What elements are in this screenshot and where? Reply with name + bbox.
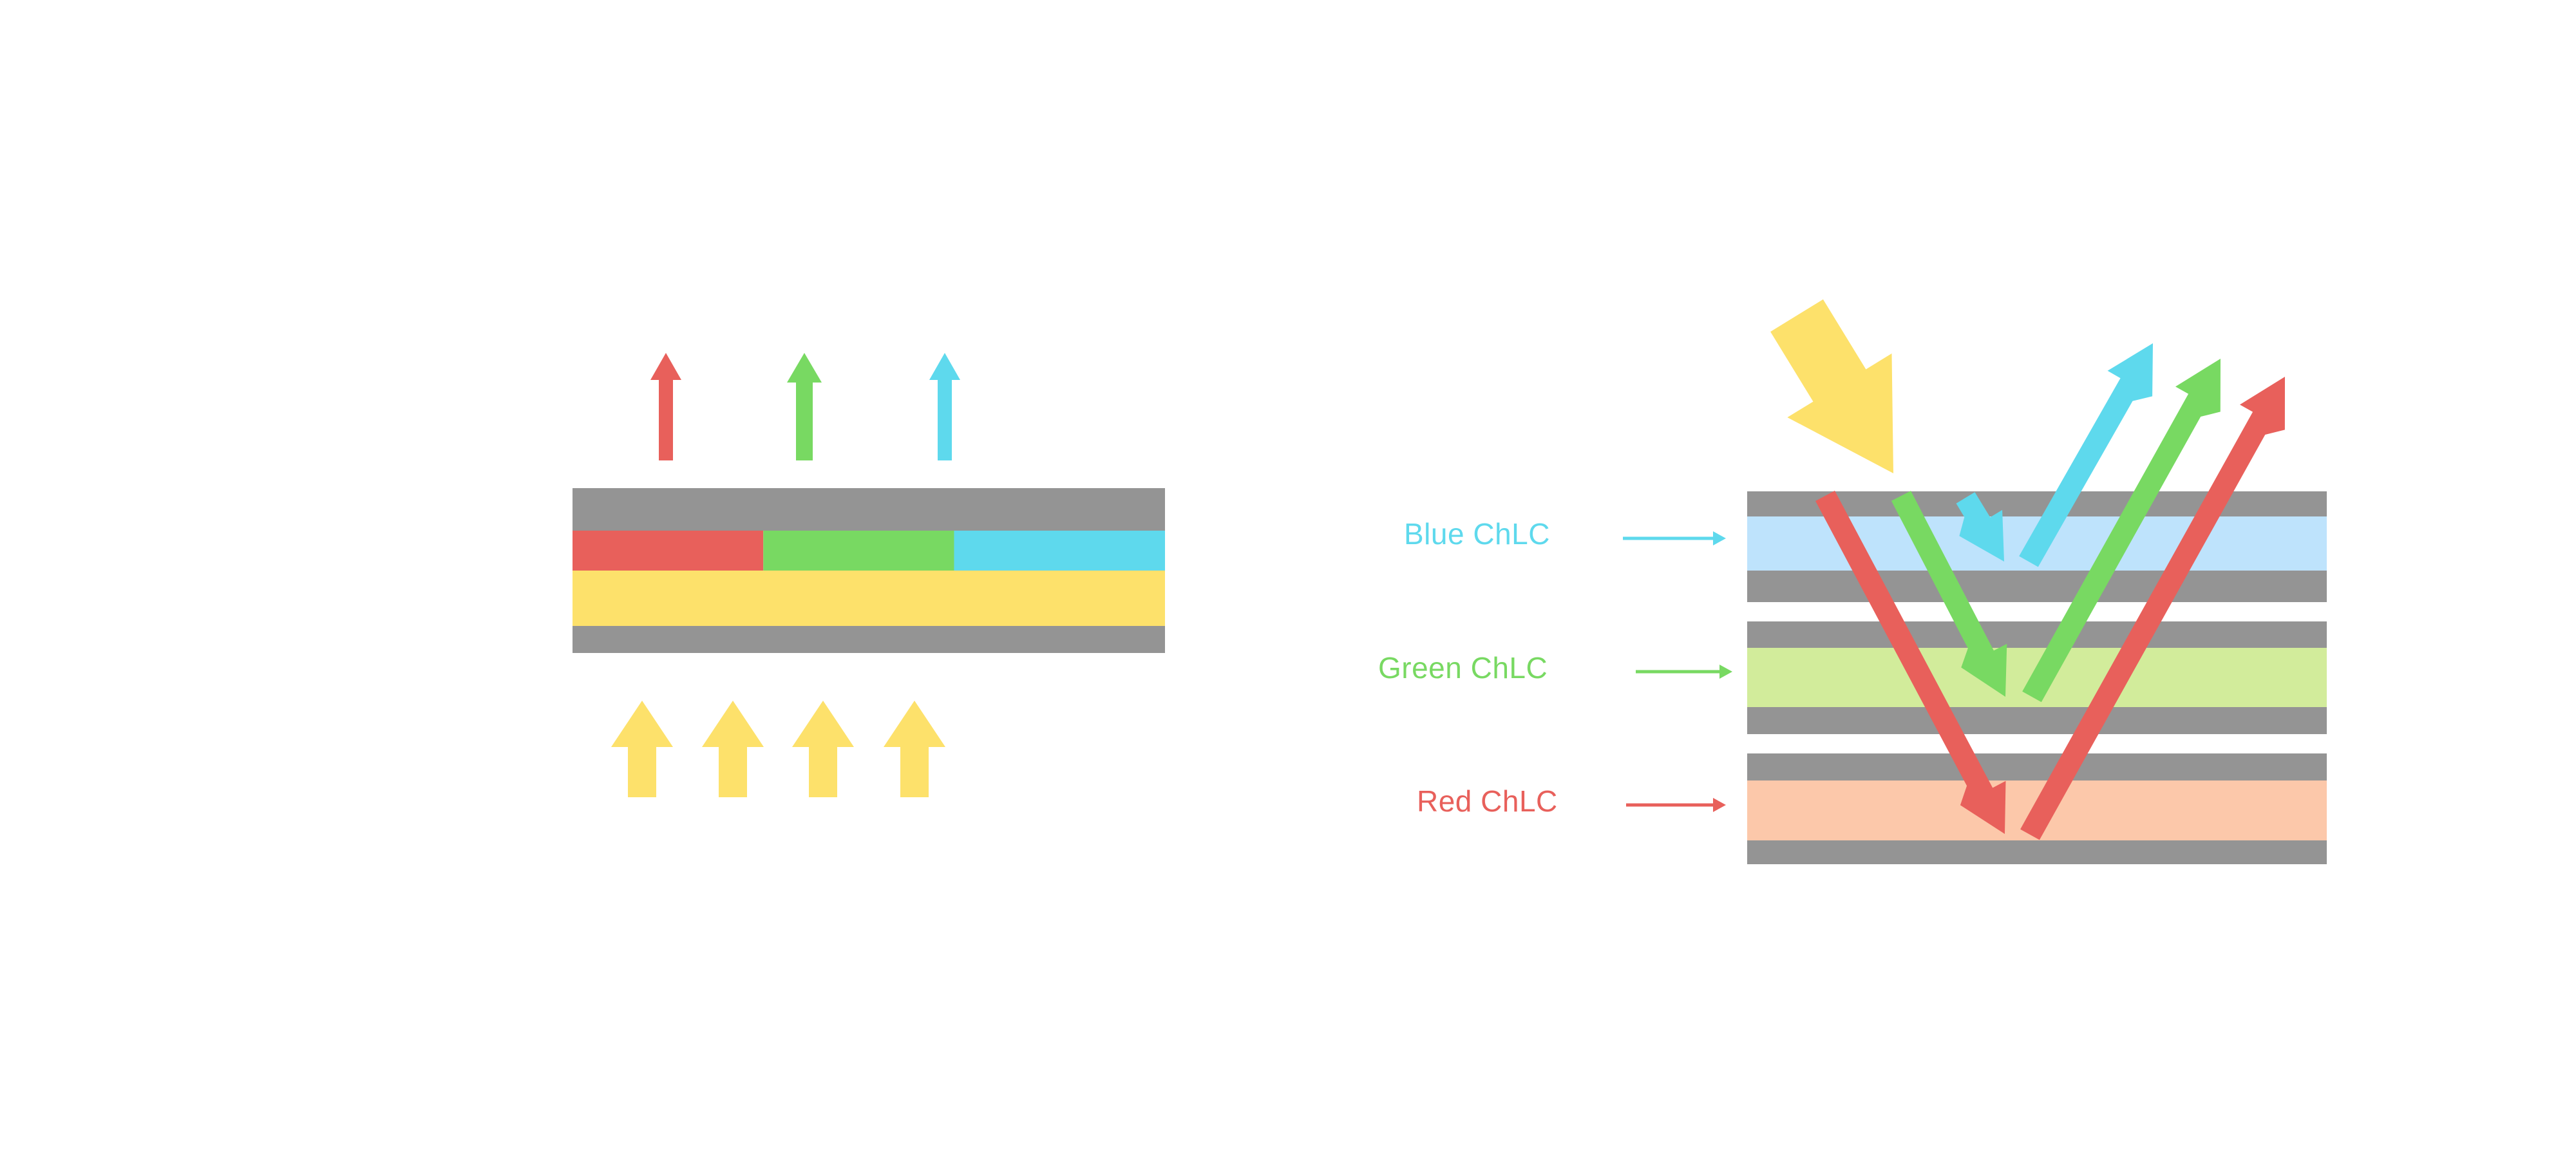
ray-blue-down	[1956, 492, 2004, 562]
label-green-chlc-pointer-head	[1719, 665, 1732, 679]
red-cell-bottom-electrode	[1747, 840, 2327, 864]
right-panel-chlc-reflective-stack: Blue ChLC Green ChLC Red ChLC	[1378, 299, 2327, 864]
ray-green-down	[1891, 491, 2007, 697]
green-cell-top-electrode	[1747, 621, 2327, 648]
backlight-arrow-3	[792, 701, 854, 797]
emitted-green	[787, 353, 822, 460]
label-blue-chlc: Blue ChLC	[1404, 517, 1550, 551]
label-red-chlc-pointer-head	[1713, 798, 1726, 812]
label-green-chlc: Green ChLC	[1378, 651, 1548, 685]
filter-red	[573, 531, 764, 571]
ray-red-down	[1815, 491, 2006, 834]
filter-blue	[954, 531, 1165, 571]
red-cell-top-electrode	[1747, 753, 2327, 780]
backlight-layer	[573, 571, 1165, 626]
left-panel-emissive-stack	[573, 353, 1165, 797]
emitted-red	[650, 353, 681, 460]
label-blue-chlc-pointer-head	[1713, 531, 1726, 545]
backlight-arrow-1	[611, 701, 673, 797]
label-red-chlc: Red ChLC	[1417, 784, 1558, 818]
blue-cell-bottom-electrode	[1747, 571, 2327, 602]
filter-green	[763, 531, 954, 571]
ray-red-up	[2020, 377, 2285, 840]
bottom-electrode	[573, 626, 1165, 653]
emitted-blue	[929, 353, 960, 460]
top-electrode	[573, 488, 1165, 531]
backlight-arrow-4	[884, 701, 945, 797]
green-cell-bottom-electrode	[1747, 707, 2327, 734]
ray-blue-up	[2019, 343, 2153, 567]
incident-white-light	[1770, 299, 1893, 473]
ray-green-up	[2022, 359, 2221, 703]
backlight-arrow-2	[702, 701, 764, 797]
